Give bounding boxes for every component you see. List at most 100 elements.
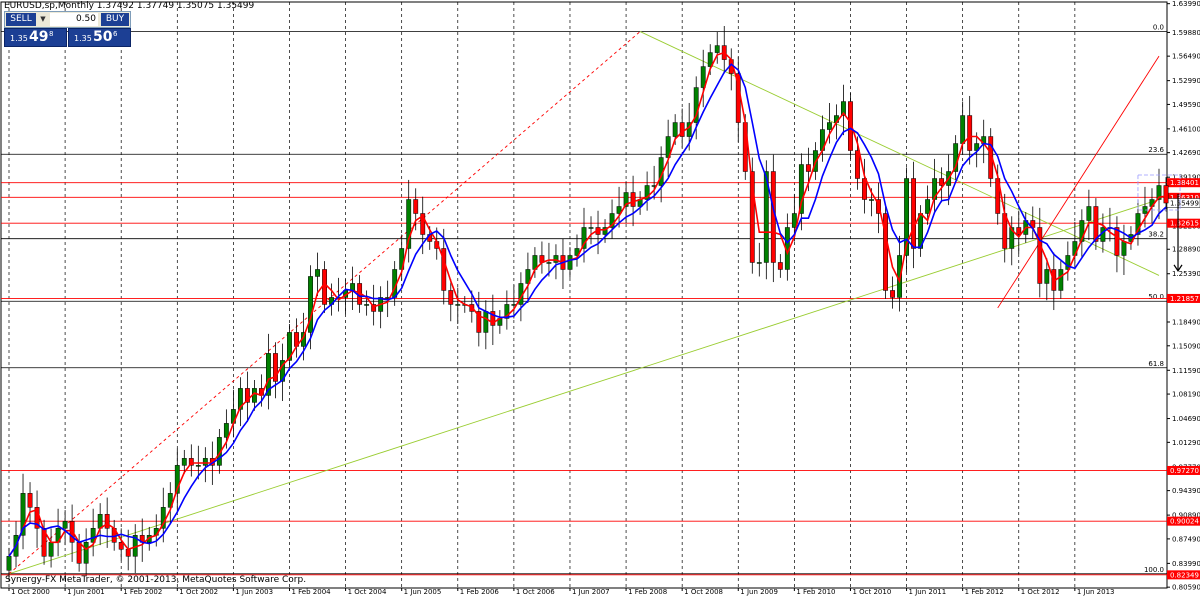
candle-body <box>118 542 124 550</box>
x-tick-label: 1 Oct 2000 <box>11 588 50 596</box>
candle-body <box>202 458 208 466</box>
candle-body <box>644 185 650 200</box>
candle-body <box>1037 227 1043 284</box>
candle-body <box>1058 269 1064 291</box>
x-tick-label: 1 Jun 2013 <box>1077 588 1115 596</box>
candle-body <box>1135 213 1141 235</box>
candle-body <box>567 255 573 270</box>
candle-body <box>841 101 846 116</box>
candle-body <box>371 304 377 312</box>
y-tick-label: 0.83990 <box>1172 560 1200 568</box>
candle-body <box>188 458 194 466</box>
trendline <box>8 199 1160 575</box>
y-tick-label: 1.59880 <box>1172 29 1200 37</box>
candle-body <box>1016 227 1022 235</box>
y-tick-label: 0.87490 <box>1172 535 1200 543</box>
candle-body <box>960 115 966 144</box>
price-tag <box>1167 570 1200 580</box>
candle-body <box>588 227 594 229</box>
candle-body <box>791 213 797 228</box>
candle-body <box>441 248 447 291</box>
candle-body <box>967 115 973 151</box>
candle-body <box>862 178 867 200</box>
price-tag-label: 0.90024 <box>1170 518 1199 526</box>
price-tag <box>1167 516 1200 526</box>
x-tick-label: 1 Jun 2011 <box>909 588 947 596</box>
candle-body <box>1121 241 1127 256</box>
one-click-trading-panel: SELL ▼ 0.50 BUY 1.35 49 8 1.35 50 6 <box>4 11 131 47</box>
candle-body <box>237 388 243 410</box>
volume-dropdown-icon[interactable]: ▼ <box>40 15 46 23</box>
candle-body <box>97 514 103 529</box>
candle-body <box>448 290 454 305</box>
candle-body <box>244 388 250 403</box>
candle-body <box>27 493 33 508</box>
x-tick-label: 1 Oct 2006 <box>516 588 555 596</box>
candle-body <box>90 528 96 543</box>
x-tick-label: 1 Oct 2012 <box>1021 588 1060 596</box>
buy-price-pips: 50 <box>93 29 113 45</box>
candle-body <box>83 542 89 564</box>
current-price-label: 1.35499 <box>1170 200 1199 208</box>
candle-body <box>700 66 706 88</box>
volume-input[interactable]: 0.50 <box>50 13 98 26</box>
candle-body <box>553 255 559 263</box>
candle-body <box>1086 206 1092 221</box>
projection-arrow-head <box>1173 264 1183 272</box>
candle-body <box>476 311 482 333</box>
candle-body <box>504 304 510 319</box>
candle-body <box>195 465 201 467</box>
fast-moving-average <box>8 51 1167 557</box>
fib-level-label: 38.2 <box>1148 231 1164 239</box>
fib-level-label: 23.6 <box>1148 146 1164 154</box>
price-tag <box>1167 178 1200 188</box>
candle-body <box>455 304 461 306</box>
chart-title: EURUSD,sp,Monthly 1.37492 1.37749 1.3507… <box>4 1 255 11</box>
sell-button[interactable]: SELL <box>6 13 36 26</box>
candle-body <box>48 542 54 557</box>
y-tick-label: 1.08190 <box>1172 391 1200 399</box>
candle-body <box>223 423 229 438</box>
candle-body <box>1009 227 1015 249</box>
y-tick-label: 1.11590 <box>1172 367 1200 375</box>
sell-price[interactable]: 1.35 49 8 <box>4 28 67 47</box>
price-tag-label: 1.38401 <box>1170 179 1199 187</box>
candle-body <box>525 269 531 284</box>
candle-body <box>546 262 552 264</box>
x-tick-label: 1 Oct 2004 <box>348 588 387 596</box>
fib-level-label: 0.0 <box>1153 24 1164 32</box>
candle-body <box>490 311 496 326</box>
candle-body <box>273 353 278 382</box>
y-tick-label: 1.42690 <box>1172 149 1200 157</box>
candle-body <box>413 199 419 214</box>
x-tick-label: 1 Jun 2001 <box>67 588 105 596</box>
candle-body <box>805 164 811 172</box>
candle-body <box>20 493 26 536</box>
candle-body <box>763 171 769 263</box>
candle-body <box>848 101 853 151</box>
copyright-text: Synergy-FX MetaTrader, © 2001-2013, Meta… <box>5 575 307 585</box>
fib-level-label: 50.0 <box>1148 293 1164 301</box>
y-tick-label: 1.52990 <box>1172 77 1200 85</box>
candle-body <box>581 227 587 249</box>
candle-body <box>925 199 931 214</box>
candle-body <box>672 122 678 137</box>
candle-body <box>266 353 271 396</box>
buy-button[interactable]: BUY <box>101 13 129 26</box>
plot-area <box>0 1 1168 589</box>
price-tag-label: 1.36310 <box>1170 194 1199 202</box>
y-tick-label: 1.01290 <box>1172 439 1200 447</box>
x-tick-label: 1 Jun 2009 <box>740 588 778 596</box>
candle-body <box>827 122 832 130</box>
candle-body <box>749 171 755 263</box>
candle-body <box>174 465 180 494</box>
candle-body <box>1156 185 1162 200</box>
selection-box <box>1137 174 1181 211</box>
candle-body <box>904 178 909 256</box>
candle-body <box>756 262 762 264</box>
candle-body <box>1114 227 1120 256</box>
price-tag-label: 0.82349 <box>1170 571 1199 579</box>
trade-panel-toolbar: SELL ▼ 0.50 BUY <box>4 11 131 28</box>
buy-price[interactable]: 1.35 50 6 <box>68 28 131 47</box>
